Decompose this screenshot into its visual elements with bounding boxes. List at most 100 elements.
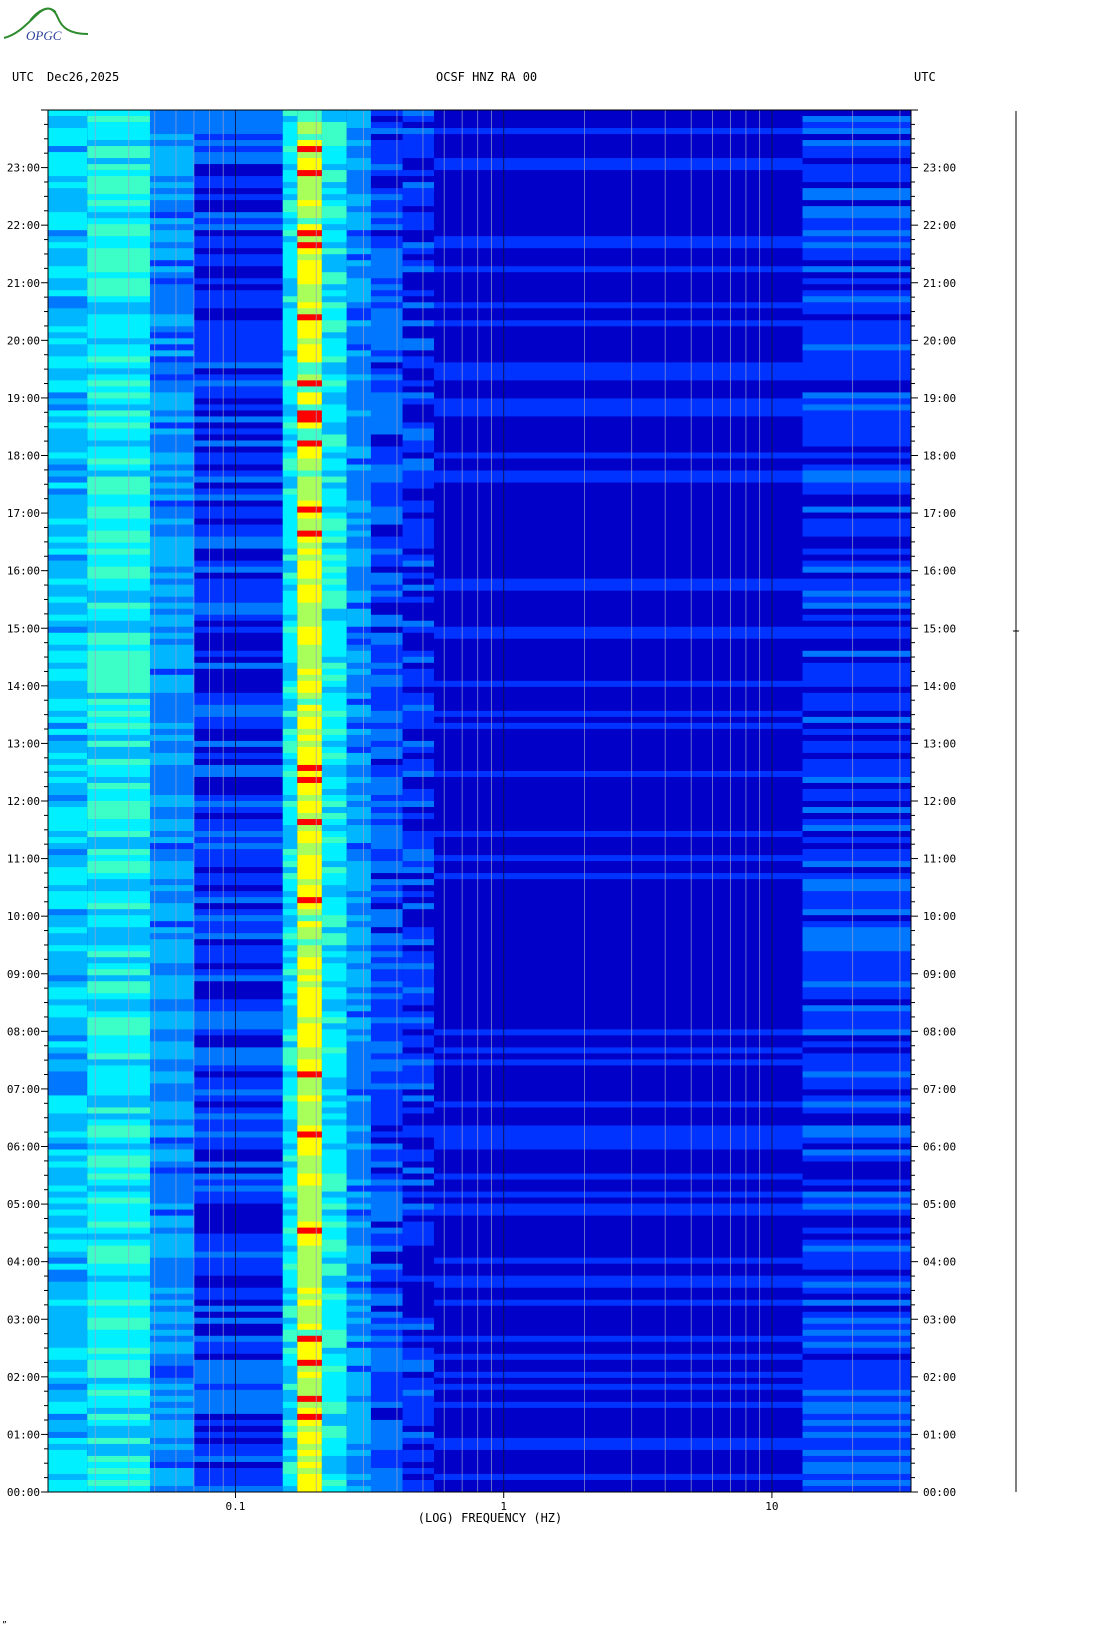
heatmap-cell <box>434 1437 803 1445</box>
heatmap-cell <box>434 873 803 880</box>
y-tick-label-left: 22:00 <box>7 219 40 232</box>
heatmap-cell <box>370 278 403 285</box>
heatmap-cell <box>321 1461 347 1469</box>
heatmap-cell <box>802 566 911 574</box>
heatmap-cell <box>402 524 435 532</box>
heatmap-cell <box>434 1029 803 1036</box>
heatmap-cell <box>297 602 322 610</box>
heatmap-cell <box>193 584 283 592</box>
heatmap-cell <box>282 326 298 333</box>
heatmap-cell <box>149 158 194 165</box>
heatmap-cell <box>48 843 88 850</box>
heatmap-cell <box>370 290 403 297</box>
heatmap-cell <box>402 1485 435 1493</box>
heatmap-cell <box>193 987 283 994</box>
heatmap-cell <box>802 1461 911 1469</box>
heatmap-cell <box>282 1005 298 1012</box>
heatmap-cell <box>193 1029 283 1036</box>
heatmap-cell <box>48 975 88 982</box>
heatmap-cell <box>149 1359 194 1367</box>
heatmap-cell <box>48 134 88 141</box>
heatmap-cell <box>321 1485 347 1493</box>
heatmap-cell <box>87 819 150 826</box>
heatmap-cell <box>434 260 803 267</box>
heatmap-cell <box>48 356 88 363</box>
heatmap-cell <box>402 722 435 730</box>
heatmap-cell <box>193 1461 283 1469</box>
heatmap-cell <box>370 1197 403 1204</box>
heatmap-cell <box>87 668 150 676</box>
heatmap-cell <box>434 951 803 958</box>
heatmap-cell <box>321 416 347 423</box>
heatmap-cell <box>802 338 911 345</box>
heatmap-cell <box>282 686 298 694</box>
heatmap-cell <box>87 380 150 387</box>
heatmap-cell <box>321 740 347 748</box>
heatmap-cell <box>282 1407 298 1415</box>
heatmap-cell <box>402 1371 435 1379</box>
heatmap-cell <box>434 140 803 147</box>
heatmap-cell <box>193 975 283 982</box>
heatmap-cell <box>434 656 803 664</box>
heatmap-cell <box>193 951 283 958</box>
heatmap-cell <box>297 891 322 898</box>
heatmap-cell <box>48 939 88 946</box>
heatmap-cell <box>402 554 435 562</box>
heatmap-cell <box>282 1341 298 1349</box>
heatmap-cell <box>802 296 911 303</box>
heatmap-cell <box>193 692 283 700</box>
heatmap-cell <box>48 434 88 441</box>
heatmap-cell <box>802 536 911 544</box>
y-tick-label-left: 04:00 <box>7 1256 40 1269</box>
heatmap-cell <box>193 873 283 880</box>
heatmap-cell <box>802 422 911 429</box>
heatmap-cell <box>802 1113 911 1120</box>
heatmap-cell <box>802 1449 911 1457</box>
heatmap-cell <box>297 584 322 592</box>
heatmap-cell <box>370 1191 403 1198</box>
heatmap-cell <box>297 1047 322 1054</box>
heatmap-cell <box>282 1161 298 1168</box>
heatmap-cell <box>297 1221 322 1229</box>
heatmap-cell <box>802 320 911 327</box>
heatmap-cell <box>48 1095 88 1102</box>
heatmap-cell <box>321 776 347 784</box>
heatmap-cell <box>149 1353 194 1361</box>
heatmap-cell <box>802 1089 911 1096</box>
heatmap-cell <box>370 500 403 507</box>
heatmap-cell <box>370 506 403 513</box>
heatmap-cell <box>87 903 150 910</box>
heatmap-cell <box>321 1317 347 1325</box>
heatmap-cell <box>370 602 403 610</box>
heatmap-cell <box>297 1119 322 1126</box>
heatmap-cell <box>802 638 911 646</box>
heatmap-cell <box>321 176 347 183</box>
heatmap-cell <box>370 326 403 333</box>
heatmap-cell <box>193 296 283 303</box>
heatmap-cell <box>48 1083 88 1090</box>
heatmap-cell <box>149 368 194 375</box>
heatmap-cell <box>87 152 150 159</box>
heatmap-cell <box>297 662 322 670</box>
heatmap-cell <box>321 266 347 273</box>
heatmap-cell <box>802 1359 911 1367</box>
heatmap-cell <box>149 500 194 507</box>
heatmap-cell <box>193 1101 283 1108</box>
heatmap-cell <box>87 548 150 556</box>
heatmap-cell <box>48 933 88 940</box>
heatmap-cell <box>346 206 371 213</box>
heatmap-cell <box>297 855 322 862</box>
heatmap-cell <box>370 1089 403 1096</box>
heatmap-cell <box>434 1167 803 1174</box>
heatmap-cell <box>282 644 298 652</box>
heatmap-cell <box>149 885 194 892</box>
heatmap-cell <box>297 1281 322 1289</box>
heatmap-cell <box>802 734 911 742</box>
heatmap-cell <box>802 416 911 423</box>
heatmap-cell <box>434 855 803 862</box>
heatmap-cell <box>321 1095 347 1102</box>
heatmap-cell <box>802 668 911 676</box>
heatmap-cell <box>87 1353 150 1361</box>
heatmap-cell <box>193 1383 283 1391</box>
heatmap-cell <box>149 1371 194 1379</box>
